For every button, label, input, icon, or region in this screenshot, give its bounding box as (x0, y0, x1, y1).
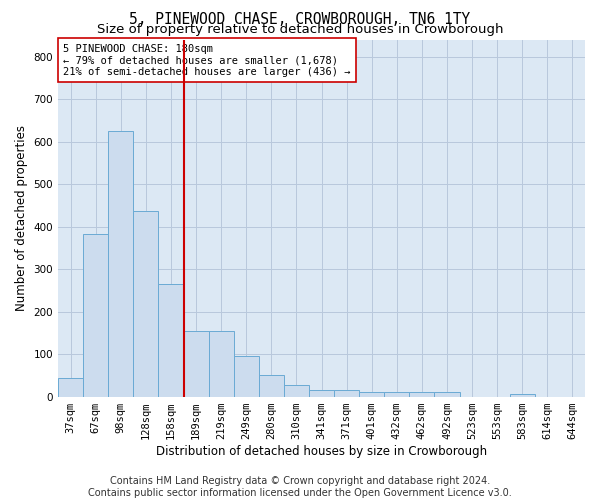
Bar (309, 390, 334, 396)
Bar (334, 390, 359, 396)
Bar (108, 132, 133, 396)
Bar (384, 392, 409, 396)
Bar (58, 378, 83, 396)
Bar (133, 211, 158, 396)
Bar (434, 392, 460, 396)
Text: Size of property relative to detached houses in Crowborough: Size of property relative to detached ho… (97, 22, 503, 36)
Bar (510, 394, 535, 396)
Y-axis label: Number of detached properties: Number of detached properties (15, 126, 28, 312)
Bar (184, 331, 209, 396)
Bar (359, 392, 384, 396)
Bar (83, 234, 108, 396)
Text: Contains HM Land Registry data © Crown copyright and database right 2024.
Contai: Contains HM Land Registry data © Crown c… (88, 476, 512, 498)
Bar (284, 384, 309, 396)
Text: 5 PINEWOOD CHASE: 180sqm
← 79% of detached houses are smaller (1,678)
21% of sem: 5 PINEWOOD CHASE: 180sqm ← 79% of detach… (64, 44, 351, 77)
Bar (409, 392, 434, 396)
Text: 5, PINEWOOD CHASE, CROWBOROUGH, TN6 1TY: 5, PINEWOOD CHASE, CROWBOROUGH, TN6 1TY (130, 12, 470, 26)
Bar (209, 331, 233, 396)
Bar (259, 374, 284, 396)
Bar (158, 284, 184, 397)
X-axis label: Distribution of detached houses by size in Crowborough: Distribution of detached houses by size … (156, 444, 487, 458)
Bar (233, 356, 259, 397)
